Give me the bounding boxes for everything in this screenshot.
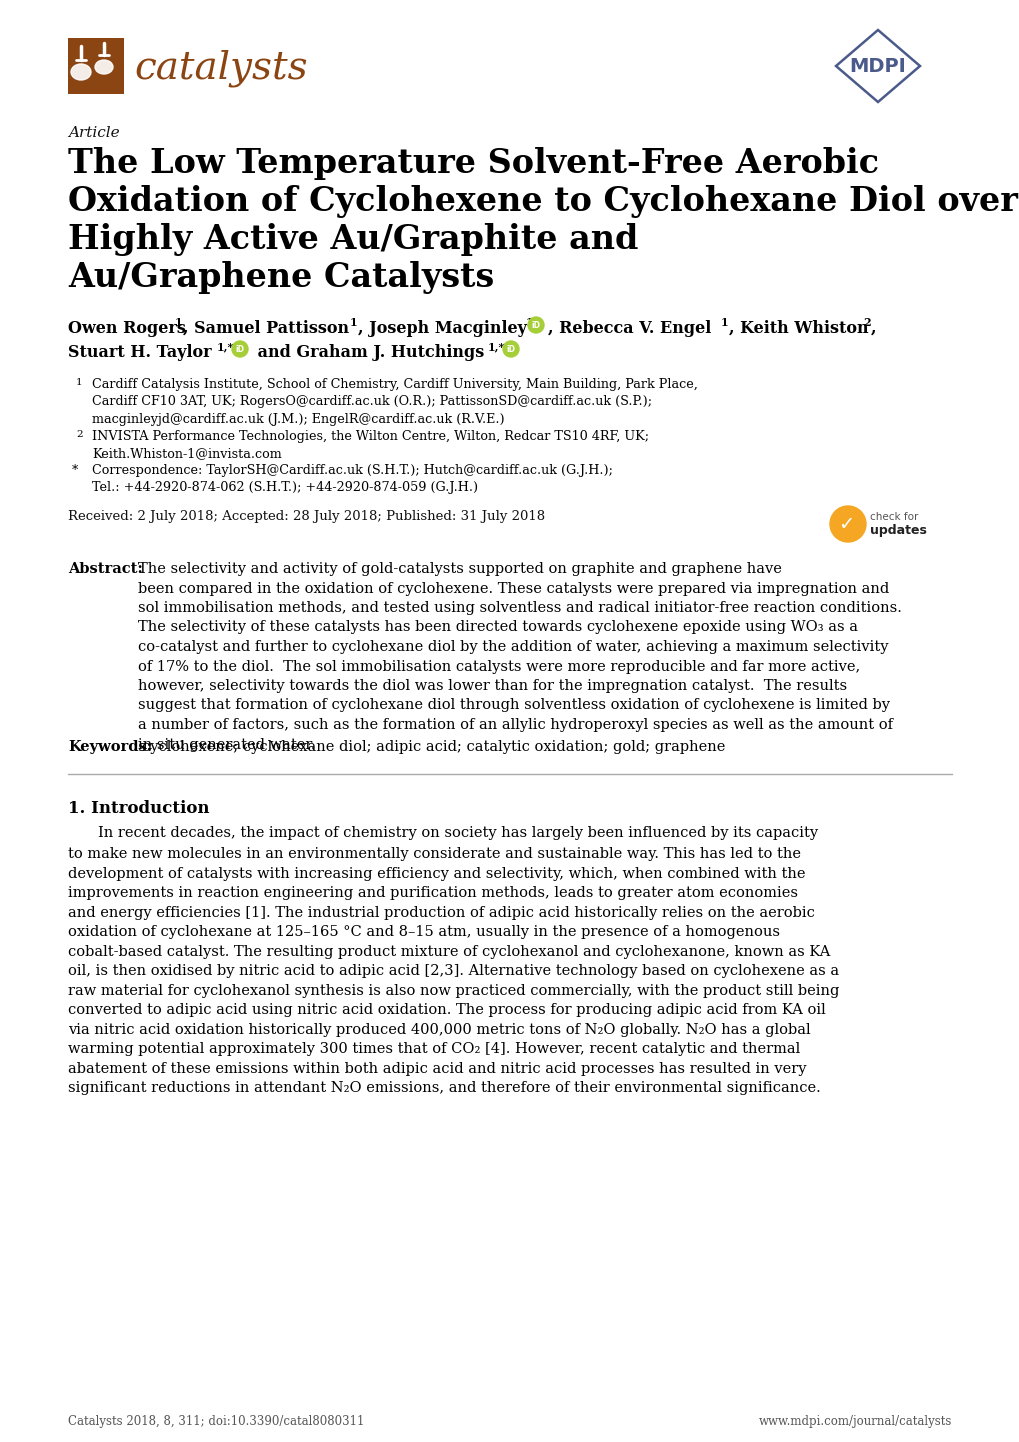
Text: 2: 2 [76, 430, 83, 438]
Ellipse shape [71, 63, 91, 79]
Text: , Keith Whiston: , Keith Whiston [729, 320, 873, 337]
Text: 1: 1 [76, 378, 83, 386]
Text: 1: 1 [720, 317, 728, 327]
Text: MDPI: MDPI [849, 56, 906, 75]
Circle shape [528, 317, 543, 333]
Circle shape [829, 506, 865, 542]
Text: In recent decades, the impact of chemistry on society has largely been influence: In recent decades, the impact of chemist… [98, 826, 817, 841]
Ellipse shape [95, 61, 113, 74]
Text: Oxidation of Cyclohexene to Cyclohexane Diol over: Oxidation of Cyclohexene to Cyclohexane … [68, 185, 1017, 218]
Text: 1: 1 [175, 317, 182, 327]
Circle shape [231, 340, 248, 358]
Text: Keywords:: Keywords: [68, 740, 152, 754]
Text: Catalysts 2018, 8, 311; doi:10.3390/catal8080311: Catalysts 2018, 8, 311; doi:10.3390/cata… [68, 1415, 364, 1428]
Text: , Joseph Macginley: , Joseph Macginley [358, 320, 532, 337]
Text: Received: 2 July 2018; Accepted: 28 July 2018; Published: 31 July 2018: Received: 2 July 2018; Accepted: 28 July… [68, 510, 544, 523]
Circle shape [502, 340, 519, 358]
Text: ,: , [870, 320, 875, 337]
Text: INVISTA Performance Technologies, the Wilton Centre, Wilton, Redcar TS10 4RF, UK: INVISTA Performance Technologies, the Wi… [92, 430, 648, 460]
Text: *: * [72, 464, 78, 477]
Text: Article: Article [68, 125, 119, 140]
Text: ✓: ✓ [837, 515, 853, 535]
Text: , Rebecca V. Engel: , Rebecca V. Engel [547, 320, 716, 337]
Text: 2: 2 [862, 317, 870, 327]
Text: 1. Introduction: 1. Introduction [68, 800, 209, 818]
Text: Abstract:: Abstract: [68, 562, 143, 575]
Text: Cardiff Catalysis Institute, School of Chemistry, Cardiff University, Main Build: Cardiff Catalysis Institute, School of C… [92, 378, 697, 425]
Text: catalysts: catalysts [133, 49, 308, 87]
Text: iD: iD [506, 345, 515, 353]
Text: , Samuel Pattisson: , Samuel Pattisson [182, 320, 355, 337]
Text: The Low Temperature Solvent-Free Aerobic: The Low Temperature Solvent-Free Aerobic [68, 147, 878, 180]
Text: 1: 1 [350, 317, 358, 327]
Text: www.mdpi.com/journal/catalysts: www.mdpi.com/journal/catalysts [758, 1415, 951, 1428]
Text: Correspondence: TaylorSH@Cardiff.ac.uk (S.H.T.); Hutch@cardiff.ac.uk (G.J.H.);
T: Correspondence: TaylorSH@Cardiff.ac.uk (… [92, 464, 612, 495]
Text: Highly Active Au/Graphite and: Highly Active Au/Graphite and [68, 224, 638, 257]
Text: Stuart H. Taylor: Stuart H. Taylor [68, 345, 217, 360]
Text: 1: 1 [526, 317, 533, 327]
FancyBboxPatch shape [68, 37, 124, 94]
Text: iD: iD [235, 345, 245, 353]
Text: cyclohexene; cyclohexane diol; adipic acid; catalytic oxidation; gold; graphene: cyclohexene; cyclohexane diol; adipic ac… [142, 740, 725, 754]
Text: to make new molecules in an environmentally considerate and sustainable way. Thi: to make new molecules in an environmenta… [68, 848, 839, 1096]
Text: and Graham J. Hutchings: and Graham J. Hutchings [252, 345, 489, 360]
Text: iD: iD [531, 322, 540, 330]
Text: 1,*: 1,* [487, 340, 504, 352]
Text: updates: updates [869, 523, 926, 536]
Text: Au/Graphene Catalysts: Au/Graphene Catalysts [68, 261, 494, 294]
Text: check for: check for [869, 512, 917, 522]
Text: The selectivity and activity of gold-catalysts supported on graphite and graphen: The selectivity and activity of gold-cat… [138, 562, 901, 751]
Text: Owen Rogers: Owen Rogers [68, 320, 192, 337]
Text: 1,*: 1,* [217, 340, 234, 352]
